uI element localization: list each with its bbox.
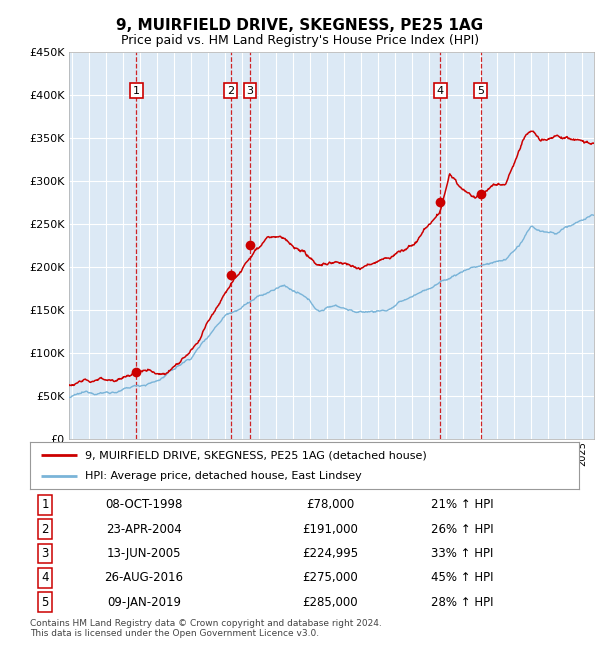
Text: 26% ↑ HPI: 26% ↑ HPI xyxy=(431,523,493,536)
Text: 9, MUIRFIELD DRIVE, SKEGNESS, PE25 1AG (detached house): 9, MUIRFIELD DRIVE, SKEGNESS, PE25 1AG (… xyxy=(85,450,427,460)
Text: 45% ↑ HPI: 45% ↑ HPI xyxy=(431,571,493,584)
Text: 4: 4 xyxy=(41,571,49,584)
Text: 5: 5 xyxy=(477,86,484,96)
Text: 1: 1 xyxy=(41,499,49,512)
Text: 33% ↑ HPI: 33% ↑ HPI xyxy=(431,547,493,560)
Text: 21% ↑ HPI: 21% ↑ HPI xyxy=(431,499,493,512)
Text: 3: 3 xyxy=(41,547,49,560)
Text: Contains HM Land Registry data © Crown copyright and database right 2024.
This d: Contains HM Land Registry data © Crown c… xyxy=(30,619,382,638)
Text: 28% ↑ HPI: 28% ↑ HPI xyxy=(431,595,493,608)
Text: £285,000: £285,000 xyxy=(302,595,358,608)
Text: £224,995: £224,995 xyxy=(302,547,358,560)
Text: 4: 4 xyxy=(437,86,444,96)
Text: 09-JAN-2019: 09-JAN-2019 xyxy=(107,595,181,608)
Text: 2: 2 xyxy=(227,86,234,96)
Text: £275,000: £275,000 xyxy=(302,571,358,584)
Text: 26-AUG-2016: 26-AUG-2016 xyxy=(104,571,184,584)
Text: HPI: Average price, detached house, East Lindsey: HPI: Average price, detached house, East… xyxy=(85,471,362,481)
Text: 3: 3 xyxy=(247,86,253,96)
Text: £78,000: £78,000 xyxy=(306,499,354,512)
Text: 1: 1 xyxy=(133,86,140,96)
Text: 2: 2 xyxy=(41,523,49,536)
Text: 13-JUN-2005: 13-JUN-2005 xyxy=(107,547,181,560)
Text: Price paid vs. HM Land Registry's House Price Index (HPI): Price paid vs. HM Land Registry's House … xyxy=(121,34,479,47)
Text: 23-APR-2004: 23-APR-2004 xyxy=(106,523,182,536)
Text: 5: 5 xyxy=(41,595,49,608)
Text: 9, MUIRFIELD DRIVE, SKEGNESS, PE25 1AG: 9, MUIRFIELD DRIVE, SKEGNESS, PE25 1AG xyxy=(116,18,484,33)
Text: 08-OCT-1998: 08-OCT-1998 xyxy=(106,499,182,512)
Text: £191,000: £191,000 xyxy=(302,523,358,536)
